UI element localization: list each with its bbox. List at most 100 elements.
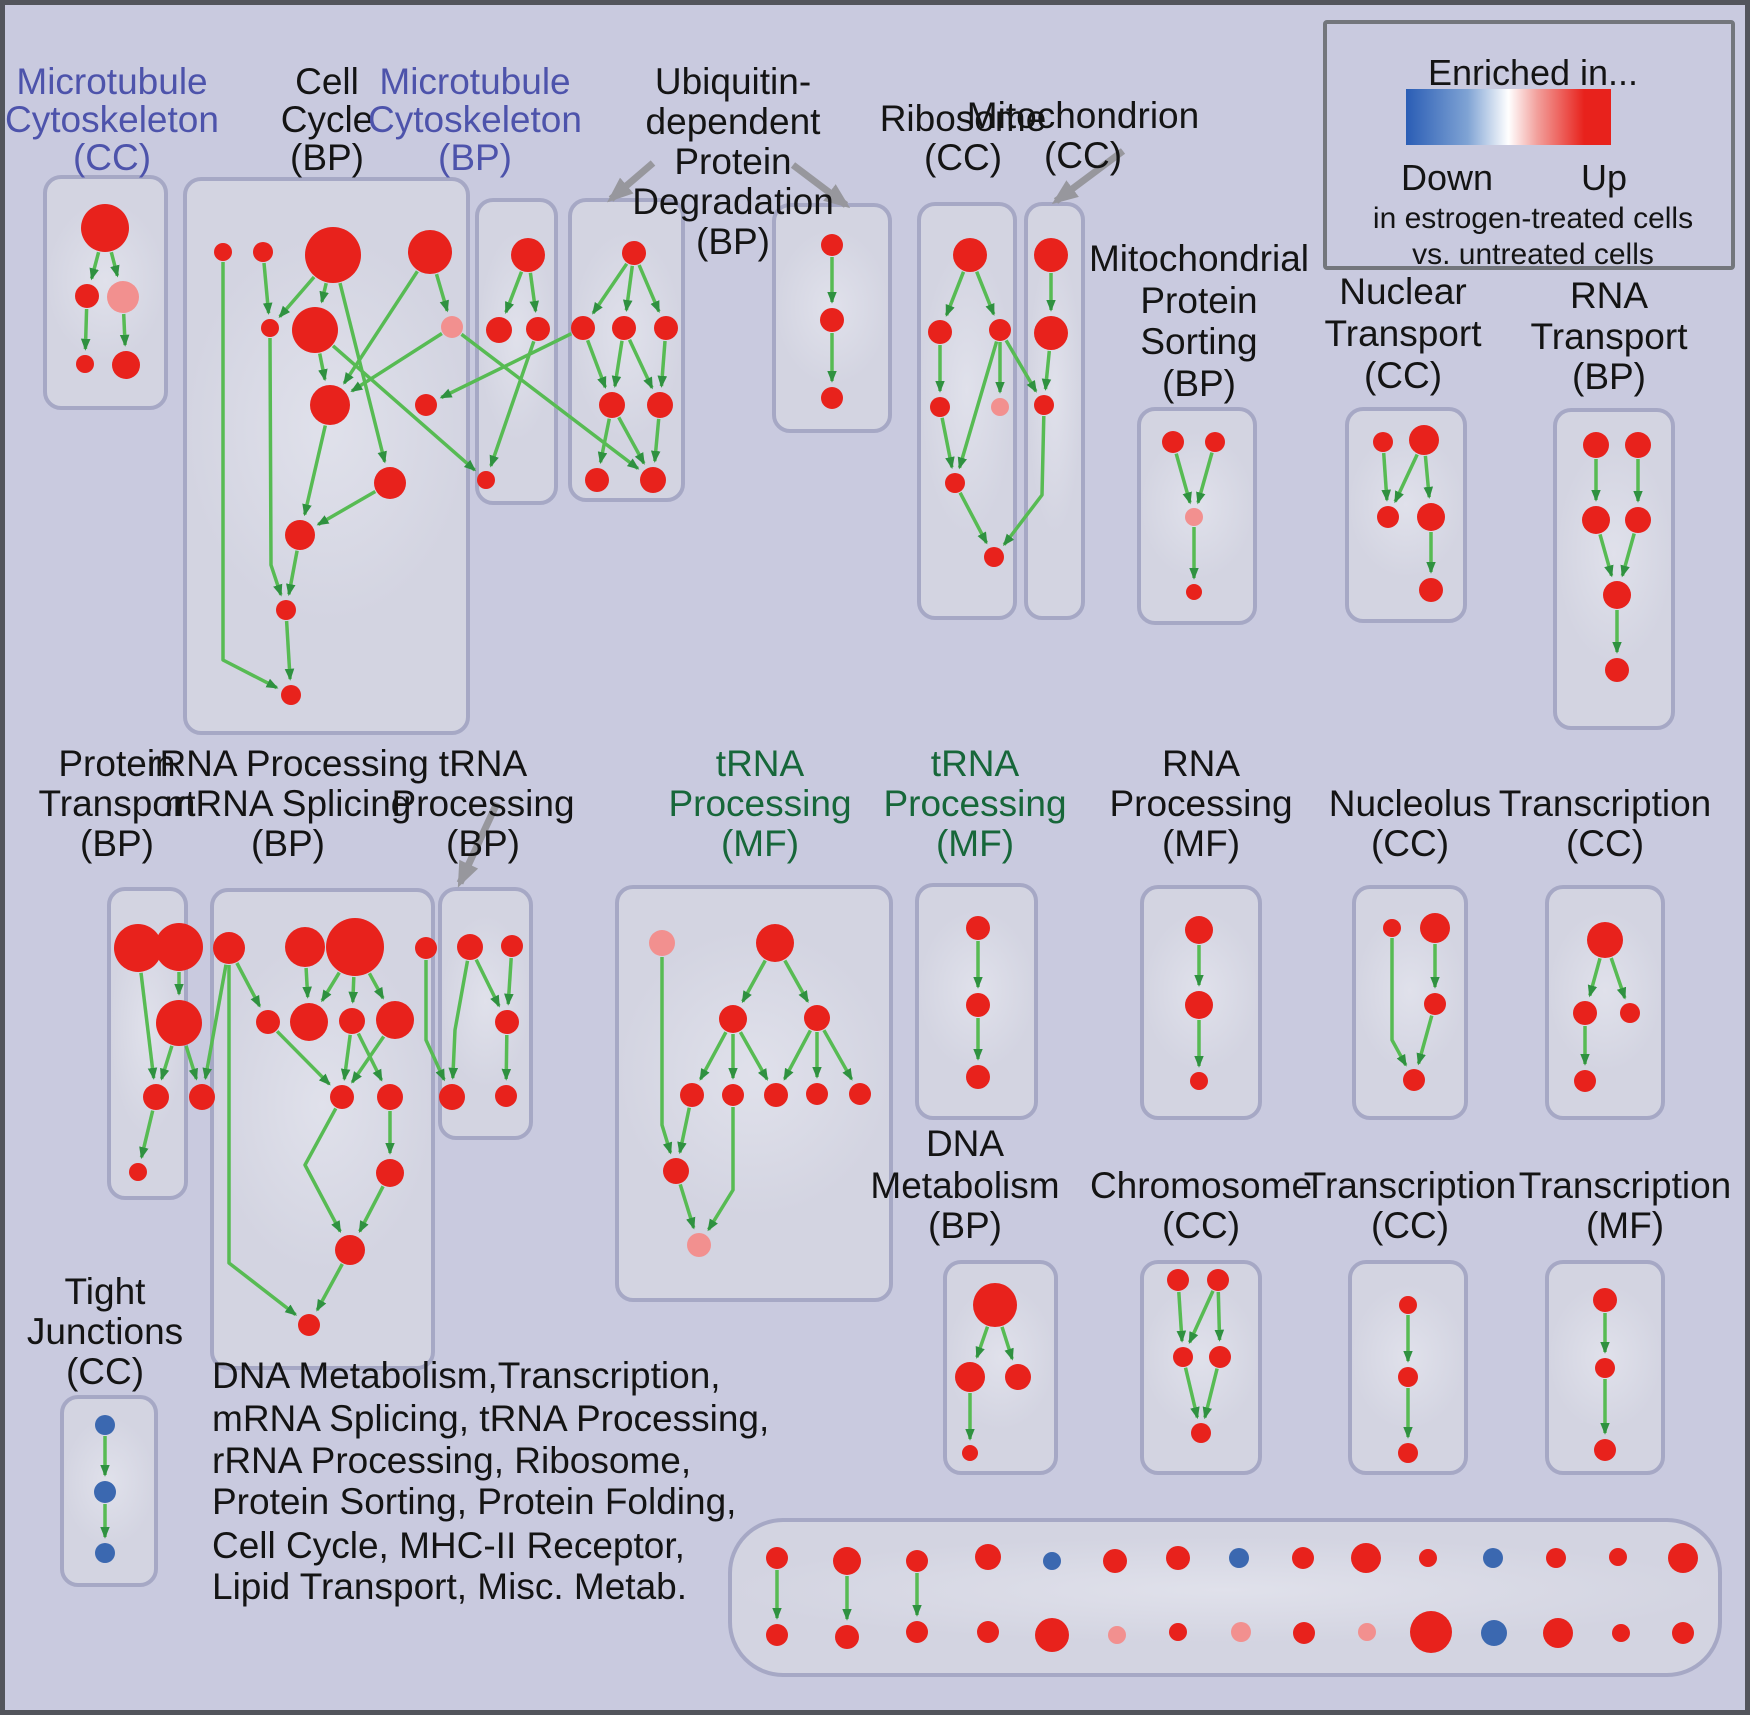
transcription-mf-label-line-1: (MF) — [1585, 1205, 1665, 1246]
rna-transport-bp-label-line-0: RNA — [1569, 275, 1649, 316]
transcription-cc-mid-box — [1545, 885, 1665, 1120]
trna-processing-mf-2-label-line-2: (MF) — [935, 823, 1015, 864]
rna-processing-mf-label-line-2: (MF) — [1161, 823, 1241, 864]
transcription-cc-mid-label-line-0: Transcription — [1498, 783, 1712, 824]
microtubule-cytoskeleton-bp-box — [475, 198, 558, 505]
nuclear-transport-cc-label-line-1: Transport — [1324, 313, 1482, 354]
rna-processing-mf-box — [1140, 885, 1262, 1120]
microtubule-cytoskeleton-bp-label-line-0: Microtubule — [379, 61, 571, 102]
tight-junctions-cc-box — [60, 1395, 158, 1587]
chromosome-cc-label-line-1: (CC) — [1161, 1205, 1241, 1246]
microtubule-cytoskeleton-bp-label-line-2: (BP) — [438, 137, 512, 178]
misc-caption-line-3: Protein Sorting, Protein Folding, — [212, 1481, 737, 1522]
trna-processing-mf-2-label-line-0: tRNA — [930, 743, 1020, 784]
nucleolus-cc-box — [1352, 885, 1468, 1120]
misc-metabolism-group-box — [728, 1518, 1722, 1677]
tight-junctions-cc-label-line-0: Tight — [64, 1271, 146, 1312]
mitochondrial-protein-sorting-bp-label-line-3: (BP) — [1162, 363, 1236, 404]
transcription-cc-bottom-box — [1348, 1260, 1468, 1475]
ribosome-cc-label-line-0: Ribosome — [879, 98, 1047, 139]
microtubule-cytoskeleton-cc-box — [43, 175, 168, 410]
legend-box: Enriched in... Down Up in estrogen-treat… — [1323, 20, 1735, 271]
rna-processing-mf-label-line-0: RNA — [1161, 743, 1241, 784]
mitochondrial-protein-sorting-bp-label-line-2: Sorting — [1140, 321, 1258, 362]
trna-processing-mf-box — [615, 885, 893, 1302]
rna-transport-bp-label-line-1: Transport — [1530, 316, 1688, 357]
misc-caption-line-5: Lipid Transport, Misc. Metab. — [212, 1566, 688, 1607]
trna-processing-bp-label-line-0: tRNA — [438, 743, 528, 784]
trna-processing-mf-label-line-1: Processing — [668, 783, 852, 824]
trna-processing-bp-box — [438, 887, 533, 1140]
transcription-cc-mid-label-line-1: (CC) — [1565, 823, 1645, 864]
ubiquitin-degradation-bp-box — [568, 198, 685, 502]
transcription-mf-label-line-0: Transcription — [1518, 1165, 1732, 1206]
nucleolus-cc-label-line-0: Nucleolus — [1328, 783, 1492, 824]
dna-metabolism-bp-label-line-0: DNA — [925, 1123, 1005, 1164]
trna-processing-bp-label-line-2: (BP) — [446, 823, 520, 864]
protein-transport-bp-label-line-1: Transport — [38, 783, 196, 824]
cell-cycle-bp-box — [183, 177, 470, 735]
microtubule-cytoskeleton-bp-label-line-1: Cytoskeleton — [368, 99, 582, 140]
rrna-processing-mrna-splicing-bp-label-line-1: mRNA Splicing — [164, 783, 412, 824]
microtubule-cytoskeleton-cc-label-line-0: Microtubule — [16, 61, 208, 102]
rrna-processing-mrna-splicing-bp-box — [210, 888, 435, 1370]
trna-processing-mf-2-label-line-1: Processing — [883, 783, 1067, 824]
ubiquitin-degradation-bp-label-line-0: Ubiquitin- — [654, 61, 812, 102]
microtubule-cytoskeleton-cc-label-line-2: (CC) — [72, 137, 152, 178]
legend-gradient-bar — [1406, 89, 1611, 145]
transcription-cc-bottom-label-line-0: Transcription — [1303, 1165, 1517, 1206]
misc-caption-line-0: DNA Metabolism,Transcription, — [212, 1355, 721, 1396]
dna-metabolism-bp-label-line-1: Metabolism — [870, 1165, 1060, 1206]
ubiquitin-degradation-bp-label-line-3: Degradation — [632, 181, 834, 222]
misc-caption-line-1: mRNA Splicing, tRNA Processing, — [212, 1398, 770, 1439]
legend-down-label: Down — [1400, 157, 1494, 198]
nucleolus-cc-label-line-1: (CC) — [1370, 823, 1450, 864]
protein-transport-bp-label-line-2: (BP) — [80, 823, 154, 864]
ubiquitin-degradation-bp-label-line-4: (BP) — [696, 221, 770, 262]
ubiquitin-degradation-bp-label-line-2: Protein — [674, 141, 792, 182]
rna-processing-mf-label-line-1: Processing — [1109, 783, 1293, 824]
protein-transport-bp-box — [107, 887, 188, 1200]
ubiquitin-degradation-bp-2-box — [772, 203, 892, 433]
trna-processing-bp-label-line-1: Processing — [391, 783, 575, 824]
legend-up-label: Up — [1580, 157, 1628, 198]
mitochondrion-cc-label-line-1: (CC) — [1043, 135, 1123, 176]
misc-caption-line-4: Cell Cycle, MHC-II Receptor, — [212, 1525, 685, 1566]
misc-caption-line-2: rRNA Processing, Ribosome, — [212, 1440, 692, 1481]
mitochondrion-cc-label-line-0: Mitochondrion — [966, 95, 1200, 136]
cell-cycle-bp-label-line-2: (BP) — [290, 137, 364, 178]
mitochondrion-cc-box — [1024, 202, 1085, 620]
trna-processing-mf-2-box — [915, 883, 1038, 1120]
cell-cycle-bp-label-line-1: Cycle — [280, 99, 374, 140]
mitochondrial-protein-sorting-bp-box — [1137, 407, 1257, 625]
chromosome-cc-box — [1140, 1260, 1262, 1475]
trna-processing-mf-label-line-0: tRNA — [715, 743, 805, 784]
transcription-cc-bottom-label-line-1: (CC) — [1370, 1205, 1450, 1246]
tight-junctions-cc-label-line-2: (CC) — [65, 1351, 145, 1392]
nuclear-transport-cc-box — [1345, 407, 1467, 623]
legend-subtitle-2: vs. untreated cells — [1412, 238, 1654, 271]
ribosome-cc-label-line-1: (CC) — [923, 137, 1003, 178]
rrna-processing-mrna-splicing-bp-label-line-0: rRNA Processing — [147, 743, 429, 784]
rrna-processing-mrna-splicing-bp-label-line-2: (BP) — [251, 823, 325, 864]
mitochondrial-protein-sorting-bp-label-line-0: Mitochondrial — [1088, 238, 1310, 279]
trna-processing-mf-label-line-2: (MF) — [720, 823, 800, 864]
dna-metabolism-bp-label-line-2: (BP) — [928, 1205, 1002, 1246]
tight-junctions-cc-label-line-1: Junctions — [26, 1311, 184, 1352]
ubiquitin-degradation-bp-label-line-1: dependent — [645, 101, 821, 142]
cell-cycle-bp-label-line-0: Cell — [295, 61, 359, 102]
chromosome-cc-label-line-0: Chromosome — [1089, 1165, 1313, 1206]
dna-metabolism-bp-box — [943, 1260, 1058, 1475]
legend-title: Enriched in... — [1427, 52, 1639, 93]
nuclear-transport-cc-label-line-0: Nuclear — [1339, 271, 1467, 312]
rna-transport-bp-label-line-2: (BP) — [1572, 356, 1646, 397]
microtubule-cytoskeleton-cc-label-line-1: Cytoskeleton — [5, 99, 219, 140]
protein-transport-bp-label-line-0: Protein — [58, 743, 176, 784]
nuclear-transport-cc-label-line-2: (CC) — [1363, 355, 1443, 396]
legend-subtitle-1: in estrogen-treated cells — [1372, 202, 1694, 235]
mitochondrial-protein-sorting-bp-label-line-1: Protein — [1140, 280, 1258, 321]
rna-transport-bp-box — [1553, 408, 1675, 730]
transcription-mf-box — [1545, 1260, 1665, 1475]
ribosome-cc-box — [917, 202, 1017, 620]
